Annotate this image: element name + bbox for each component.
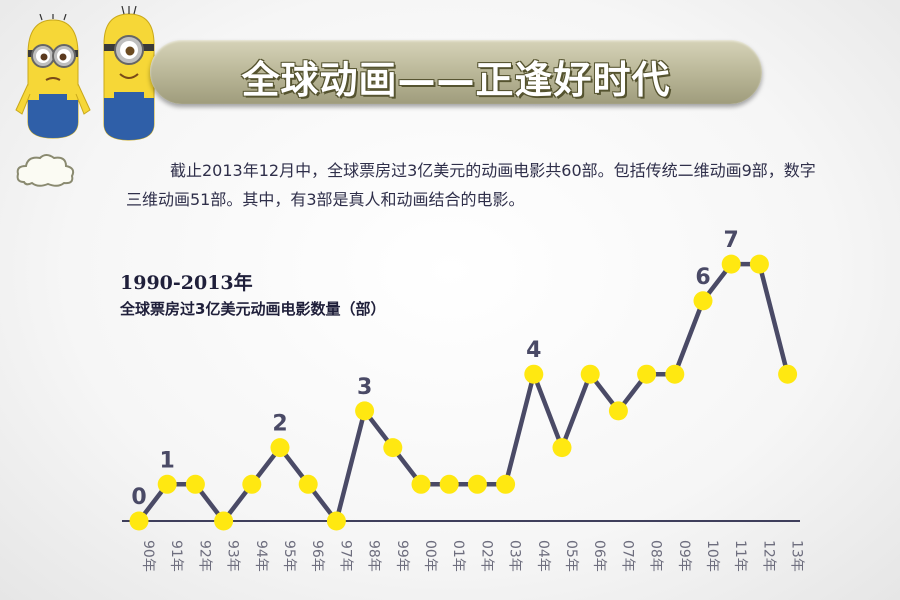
data-label: 0 (131, 485, 146, 510)
data-point (355, 401, 375, 421)
x-tick-label: 96年 (309, 540, 325, 572)
data-label: 4 (526, 338, 541, 363)
x-tick-label: 03年 (507, 540, 523, 572)
x-tick-label: 02年 (478, 540, 494, 572)
data-point (496, 474, 516, 494)
data-label: 3 (357, 375, 372, 400)
x-tick-label: 12年 (760, 540, 776, 572)
data-point (665, 364, 685, 384)
title-banner: 全球动画——正逢好时代 (150, 40, 762, 104)
cloud-icon (16, 154, 75, 187)
data-label: 2 (272, 412, 287, 437)
x-tick-label: 95年 (281, 540, 297, 572)
x-tick-label: 00年 (422, 540, 438, 572)
data-label: 6 (695, 265, 710, 290)
data-point (749, 254, 769, 274)
data-point (383, 438, 403, 458)
data-point (298, 474, 318, 494)
x-tick-label: 92年 (196, 540, 212, 572)
x-tick-label: 01年 (450, 540, 466, 572)
x-tick-label: 93年 (225, 540, 241, 572)
x-tick-label: 10年 (704, 540, 720, 572)
series-line (137, 261, 790, 524)
page-title: 全球动画——正逢好时代 (241, 58, 671, 102)
data-point (637, 364, 657, 384)
x-tick-label: 05年 (563, 540, 579, 572)
data-point (129, 511, 149, 531)
data-point (467, 474, 487, 494)
data-label: 7 (724, 228, 739, 253)
data-point (242, 474, 262, 494)
chart-title: 1990-2013年 (120, 272, 253, 294)
x-tick-label: 04年 (535, 540, 551, 572)
data-point (270, 438, 290, 458)
minion-two-eyes-icon (15, 14, 91, 139)
x-tick-label: 99年 (394, 540, 410, 572)
x-tick-label: 90年 (140, 540, 156, 572)
x-tick-label: 97年 (337, 540, 353, 572)
minion-one-eye-icon (103, 6, 155, 141)
intro-text: 截止2013年12月中，全球票房过3亿美元的动画电影共60部。包括传统二维动画9… (126, 161, 816, 209)
x-tick-label: 11年 (732, 540, 748, 572)
data-point (608, 401, 628, 421)
x-tick-label: 08年 (648, 540, 664, 572)
data-label: 1 (160, 448, 175, 473)
data-point (778, 364, 798, 384)
x-tick-label: 91年 (168, 540, 184, 572)
data-point (214, 511, 234, 531)
chart-subtitle: 全球票房过3亿美元动画电影数量（部） (120, 300, 386, 318)
x-tick-label: 07年 (619, 540, 635, 572)
data-point (157, 474, 177, 494)
x-tick-label: 09年 (676, 540, 692, 572)
data-point (185, 474, 205, 494)
x-tick-label: 13年 (789, 540, 805, 572)
data-point (580, 364, 600, 384)
x-tick-label: 06年 (591, 540, 607, 572)
x-tick-label: 94年 (253, 540, 269, 572)
data-point (439, 474, 459, 494)
data-point (326, 511, 346, 531)
x-tick-label: 98年 (366, 540, 382, 572)
data-point (552, 438, 572, 458)
data-point (411, 474, 431, 494)
data-point (524, 364, 544, 384)
data-point (721, 254, 741, 274)
data-point (693, 291, 713, 311)
